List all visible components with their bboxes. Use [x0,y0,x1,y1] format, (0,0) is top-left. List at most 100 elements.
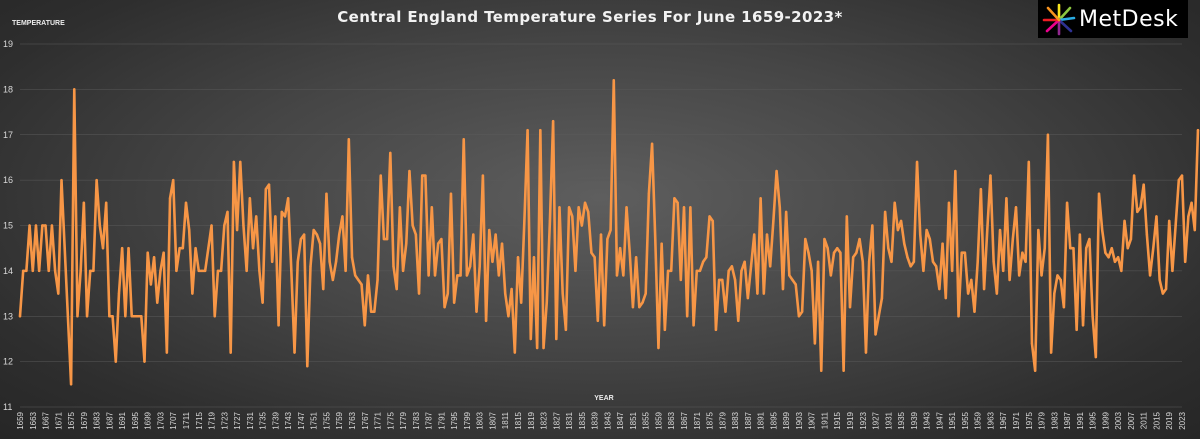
data-point [851,256,855,259]
data-point [31,269,34,273]
data-point [1091,315,1094,318]
data-point [1017,274,1021,277]
data-point [172,178,175,182]
x-tick-label: 1975 [1025,411,1034,429]
data-point [504,292,507,295]
x-tick-label: 1927 [872,411,881,429]
x-tick-label: 1783 [412,411,421,429]
data-point [701,260,705,263]
data-point [95,178,98,182]
data-point [660,242,663,245]
data-point [813,342,817,345]
data-point [1183,260,1187,263]
data-point [695,269,698,273]
data-point [535,346,539,350]
data-point [915,160,919,164]
data-point [555,337,558,341]
x-axis-title: YEAR [594,395,613,402]
data-point [207,246,210,250]
data-point [871,224,874,227]
data-point [376,278,379,282]
y-tick-label: 18 [3,84,13,94]
data-point [331,278,335,282]
data-point [1148,274,1152,277]
data-point [679,278,683,282]
data-point [542,346,545,350]
data-point [622,274,625,277]
data-point [800,310,804,313]
data-point [861,260,864,263]
x-tick-label: 1947 [935,411,944,429]
data-point [216,269,220,273]
data-point [950,269,954,273]
y-tick-label: 13 [3,311,13,321]
data-point [638,305,641,309]
x-tick-label: 1891 [757,411,766,429]
series-line [18,79,1200,386]
data-point [270,260,274,263]
data-point [309,265,312,268]
data-point [328,260,331,263]
data-point [124,315,127,318]
data-point [772,219,775,223]
x-tick-label: 1663 [29,411,38,429]
data-point [133,315,137,318]
data-point [353,274,357,277]
data-point [436,242,440,245]
data-point [1113,260,1117,263]
data-point [347,138,351,141]
data-point [890,260,893,263]
x-tick-label: 1687 [105,411,114,429]
data-point [1005,197,1008,200]
x-tick-label: 1951 [948,411,957,429]
data-point [1040,274,1043,277]
data-point [1177,178,1181,182]
data-point [877,315,880,318]
data-point [979,188,983,191]
x-tick-label: 1775 [386,411,395,429]
data-point [848,305,852,309]
data-point [1123,219,1126,223]
data-point [200,269,204,273]
data-point [338,233,341,236]
x-tick-label: 1935 [897,411,906,429]
data-point [724,310,727,313]
data-point [430,206,434,209]
data-point [571,215,574,218]
data-point [299,237,303,241]
data-point [286,197,290,200]
data-point [1187,215,1190,218]
data-point [25,269,28,273]
data-point [526,129,529,132]
x-tick-label: 1971 [1012,411,1021,429]
x-tick-label: 1667 [42,411,51,429]
data-point [475,310,478,313]
data-point [1088,237,1091,241]
x-tick-label: 1779 [399,411,408,429]
data-points [18,79,1200,386]
data-point [389,151,392,155]
data-point [156,301,159,304]
data-point [966,292,970,295]
data-point [615,274,619,277]
data-point [992,260,995,263]
x-tick-label: 1979 [1038,411,1047,429]
data-point [698,269,702,273]
data-point [277,324,280,327]
data-point [1180,174,1184,177]
x-tick-label: 1943 [923,411,932,429]
data-point [1053,292,1056,295]
data-point [1046,133,1050,136]
data-point [130,315,133,318]
data-point [593,256,596,259]
data-point [1142,183,1145,186]
data-point [743,260,746,263]
data-point [784,210,788,214]
data-point [957,315,960,318]
data-point [507,315,510,318]
data-point [1024,260,1027,263]
data-point [938,287,941,291]
x-tick-label: 1735 [259,411,268,429]
data-point [175,269,178,273]
